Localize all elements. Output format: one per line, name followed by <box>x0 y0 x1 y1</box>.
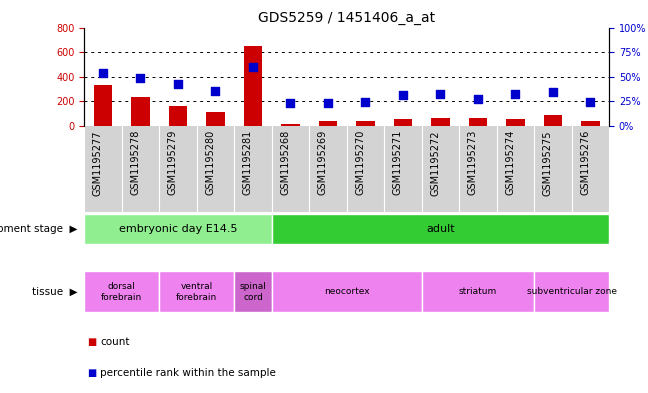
Bar <box>131 97 150 126</box>
Text: count: count <box>100 337 130 347</box>
Text: GSM1195273: GSM1195273 <box>468 130 478 195</box>
Text: GSM1195275: GSM1195275 <box>543 130 553 196</box>
Text: tissue  ▶: tissue ▶ <box>32 287 78 297</box>
Bar <box>206 112 225 126</box>
Bar <box>581 121 600 126</box>
Point <box>398 92 408 98</box>
Bar <box>431 118 450 126</box>
Point <box>248 64 258 70</box>
Text: spinal
cord: spinal cord <box>240 282 266 301</box>
Text: ■: ■ <box>87 337 97 347</box>
Bar <box>544 115 562 126</box>
Text: dorsal
forebrain: dorsal forebrain <box>101 282 143 301</box>
Bar <box>422 272 534 312</box>
Point <box>548 89 558 95</box>
Text: development stage  ▶: development stage ▶ <box>0 224 78 234</box>
Point <box>98 70 108 76</box>
Bar <box>281 124 300 126</box>
Bar <box>393 119 412 126</box>
Bar <box>319 121 338 126</box>
Text: embryonic day E14.5: embryonic day E14.5 <box>119 224 237 234</box>
Text: GSM1195274: GSM1195274 <box>505 130 515 195</box>
Text: striatum: striatum <box>459 287 497 296</box>
Title: GDS5259 / 1451406_a_at: GDS5259 / 1451406_a_at <box>258 11 435 25</box>
Bar <box>506 119 525 126</box>
Text: GSM1195277: GSM1195277 <box>93 130 103 196</box>
Text: GSM1195280: GSM1195280 <box>205 130 215 195</box>
Text: neocortex: neocortex <box>324 287 369 296</box>
Point <box>135 75 146 81</box>
Point <box>173 81 183 88</box>
Text: GSM1195278: GSM1195278 <box>130 130 141 195</box>
Bar <box>84 272 159 312</box>
Bar <box>234 272 272 312</box>
Point <box>585 99 596 105</box>
Bar <box>272 272 422 312</box>
Text: GSM1195269: GSM1195269 <box>318 130 328 195</box>
Text: GSM1195279: GSM1195279 <box>168 130 178 195</box>
Bar <box>159 272 234 312</box>
Bar <box>244 46 262 126</box>
Text: subventricular zone: subventricular zone <box>527 287 617 296</box>
Text: GSM1195272: GSM1195272 <box>430 130 441 196</box>
Text: ■: ■ <box>87 368 97 378</box>
Text: adult: adult <box>426 224 455 234</box>
Point <box>210 88 220 94</box>
Bar <box>84 214 272 244</box>
Point <box>285 100 295 106</box>
Text: ventral
forebrain: ventral forebrain <box>176 282 217 301</box>
Point <box>472 96 483 102</box>
Bar <box>168 106 187 126</box>
Point <box>435 91 446 97</box>
Point <box>323 100 333 106</box>
Bar <box>356 121 375 126</box>
Bar <box>93 85 112 126</box>
Text: GSM1195270: GSM1195270 <box>355 130 365 195</box>
Text: percentile rank within the sample: percentile rank within the sample <box>100 368 276 378</box>
Text: GSM1195276: GSM1195276 <box>581 130 590 195</box>
Text: GSM1195271: GSM1195271 <box>393 130 403 195</box>
Bar <box>272 214 609 244</box>
Text: GSM1195281: GSM1195281 <box>243 130 253 195</box>
Text: GSM1195268: GSM1195268 <box>281 130 290 195</box>
Point <box>510 91 520 97</box>
Bar <box>469 118 487 126</box>
Bar <box>534 272 609 312</box>
Point <box>360 99 371 105</box>
